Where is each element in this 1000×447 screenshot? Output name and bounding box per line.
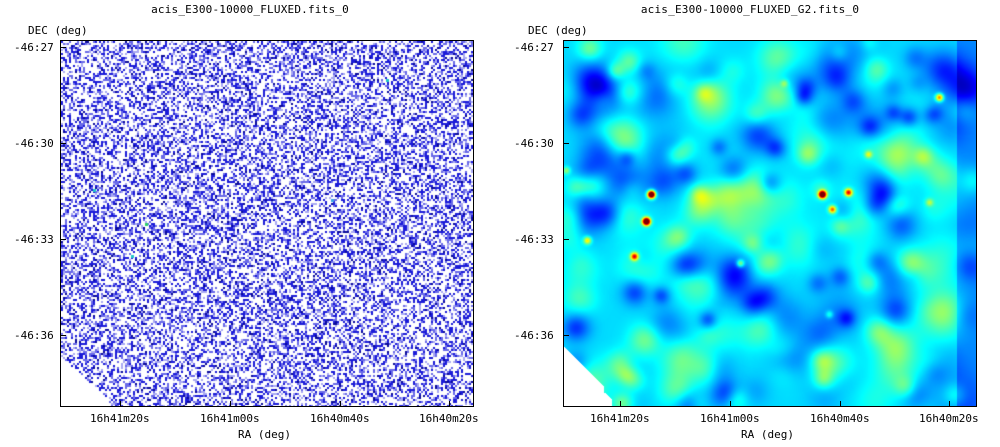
y-tick-label: -46:33 — [514, 233, 554, 246]
x-tick-label: 16h41m00s — [200, 412, 260, 425]
panel-title: acis_E300-10000_FLUXED_G2.fits_0 — [640, 3, 860, 16]
y-tick-mark — [60, 239, 66, 240]
x-tick-label: 16h40m20s — [919, 412, 979, 425]
x-tick-label: 16h40m20s — [419, 412, 479, 425]
x-tick-label: 16h41m20s — [90, 412, 150, 425]
x-axis-label: RA (deg) — [238, 428, 291, 441]
y-tick-label: -46:33 — [14, 233, 54, 246]
panel-title: acis_E300-10000_FLUXED.fits_0 — [151, 3, 349, 16]
x-tick-label: 16h41m20s — [590, 412, 650, 425]
y-tick-label: -46:36 — [514, 329, 554, 342]
y-tick-mark — [563, 47, 569, 48]
y-tick-label: -46:36 — [14, 329, 54, 342]
right-image-panel: acis_E300-10000_FLUXED_G2.fits_0 DEC (de… — [500, 0, 1000, 447]
y-tick-label: -46:27 — [514, 41, 554, 54]
y-tick-mark — [60, 143, 66, 144]
x-tick-label: 16h41m00s — [700, 412, 760, 425]
image-frame[interactable] — [60, 40, 474, 407]
y-tick-mark — [60, 335, 66, 336]
x-axis-label: RA (deg) — [741, 428, 794, 441]
x-tick-label: 16h40m40s — [810, 412, 870, 425]
y-tick-label: -46:30 — [514, 137, 554, 150]
image-frame[interactable] — [563, 40, 977, 407]
y-tick-mark — [563, 239, 569, 240]
x-tick-label: 16h40m40s — [310, 412, 370, 425]
y-tick-mark — [60, 47, 66, 48]
x-tick-mark — [120, 401, 121, 407]
x-tick-mark — [449, 401, 450, 407]
x-tick-mark — [620, 401, 621, 407]
x-tick-mark — [840, 401, 841, 407]
y-tick-label: -46:27 — [14, 41, 54, 54]
x-tick-mark — [340, 401, 341, 407]
x-tick-mark — [230, 401, 231, 407]
y-axis-label: DEC (deg) — [28, 24, 88, 37]
y-tick-mark — [563, 143, 569, 144]
smoothed-image[interactable] — [564, 41, 976, 406]
y-tick-mark — [563, 335, 569, 336]
noise-image[interactable] — [61, 41, 473, 406]
x-tick-mark — [949, 401, 950, 407]
x-tick-mark — [730, 401, 731, 407]
y-axis-label: DEC (deg) — [528, 24, 588, 37]
y-tick-label: -46:30 — [14, 137, 54, 150]
left-image-panel: acis_E300-10000_FLUXED.fits_0 DEC (deg) … — [14, 3, 479, 441]
